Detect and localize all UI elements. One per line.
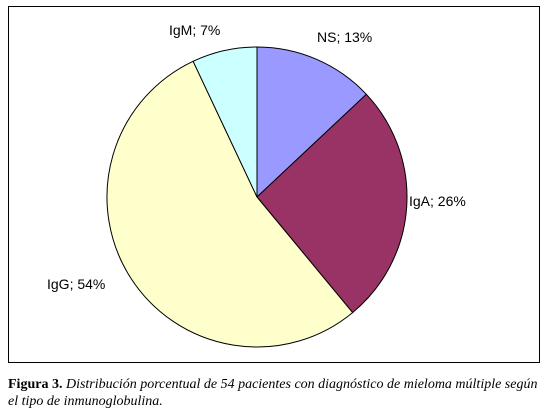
slice-label-igm: IgM; 7% [169, 22, 220, 38]
pie-slice-ns [256, 46, 368, 199]
pie-slice-igm [192, 46, 258, 198]
pie-slice-igg [106, 60, 354, 348]
pie-slices [106, 46, 408, 348]
chart-frame: NS; 13% IgA; 26% IgG; 54% IgM; 7% [8, 6, 540, 363]
pie-slice-iga [256, 93, 408, 314]
pie-chart: NS; 13% IgA; 26% IgG; 54% IgM; 7% [47, 22, 466, 348]
figure-caption: Figura 3. Distribución porcentual de 54 … [8, 376, 548, 410]
caption-text: Distribución porcentual de 54 pacientes … [8, 377, 538, 409]
slice-label-iga: IgA; 26% [409, 193, 466, 209]
caption-label: Figura 3. [8, 377, 63, 392]
slice-label-ns: NS; 13% [317, 29, 372, 45]
pie-labels: NS; 13% IgA; 26% IgG; 54% IgM; 7% [47, 22, 466, 292]
slice-label-igg: IgG; 54% [47, 276, 105, 292]
